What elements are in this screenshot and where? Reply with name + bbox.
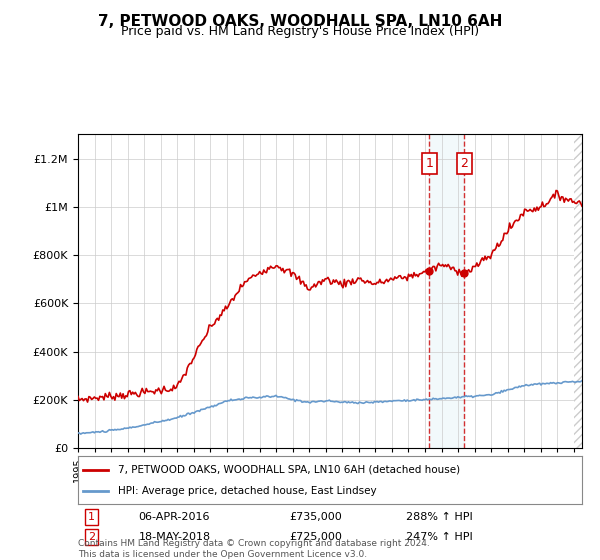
- Text: 7, PETWOOD OAKS, WOODHALL SPA, LN10 6AH: 7, PETWOOD OAKS, WOODHALL SPA, LN10 6AH: [98, 14, 502, 29]
- Text: 1: 1: [425, 157, 433, 170]
- Text: 1: 1: [88, 512, 95, 522]
- Bar: [430, 134, 464, 448]
- Text: HPI: Average price, detached house, East Lindsey: HPI: Average price, detached house, East…: [118, 486, 377, 496]
- Text: 2: 2: [460, 157, 468, 170]
- Text: 7, PETWOOD OAKS, WOODHALL SPA, LN10 6AH (detached house): 7, PETWOOD OAKS, WOODHALL SPA, LN10 6AH …: [118, 465, 460, 475]
- Text: Contains HM Land Registry data © Crown copyright and database right 2024.
This d: Contains HM Land Registry data © Crown c…: [78, 539, 430, 559]
- Bar: [574, 134, 582, 448]
- Text: 288% ↑ HPI: 288% ↑ HPI: [406, 512, 472, 522]
- Text: 18-MAY-2018: 18-MAY-2018: [139, 532, 211, 542]
- Text: £725,000: £725,000: [290, 532, 343, 542]
- Text: £735,000: £735,000: [290, 512, 343, 522]
- Text: Price paid vs. HM Land Registry's House Price Index (HPI): Price paid vs. HM Land Registry's House …: [121, 25, 479, 38]
- Text: 06-APR-2016: 06-APR-2016: [139, 512, 210, 522]
- Text: 247% ↑ HPI: 247% ↑ HPI: [406, 532, 472, 542]
- Text: 2: 2: [88, 532, 95, 542]
